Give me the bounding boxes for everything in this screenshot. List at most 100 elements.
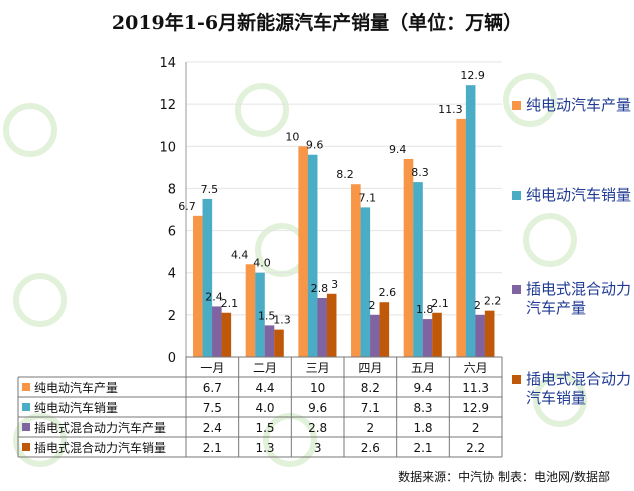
legend-item: 插电式混合动力汽车产量 (512, 280, 634, 318)
category-label: 五月 (411, 361, 435, 375)
y-tick-label: 8 (168, 182, 176, 197)
table-cell: 1.5 (255, 421, 274, 435)
legend-swatch (512, 191, 521, 200)
table-row-label: 插电式混合动力汽车销量 (34, 440, 166, 455)
data-label: 2.2 (484, 295, 502, 308)
y-tick-label: 6 (168, 225, 176, 240)
legend-label: 纯电动汽车销量 (526, 186, 632, 204)
legend-label: 插电式混合动力汽车销量 (526, 370, 632, 407)
watermark-logo (533, 373, 587, 427)
source-footer: 数据来源：中汽协 制表：电池网/数据部 (398, 470, 610, 484)
data-label: 1.3 (273, 314, 291, 327)
data-label: 8.3 (411, 166, 429, 179)
data-label: 8.2 (336, 168, 354, 181)
table-cell: 12.9 (462, 401, 489, 415)
bar-4 (379, 302, 390, 357)
bar-4 (326, 293, 337, 357)
data-label: 2 (474, 299, 481, 312)
data-label: 4.0 (253, 257, 271, 270)
chart-title: 2019年1-6月新能源汽车产销量（单位：万辆） (111, 12, 523, 34)
bar-2 (255, 272, 265, 357)
table-cell: 2.2 (466, 441, 485, 455)
bar-1 (403, 158, 414, 357)
table-cell: 1.8 (413, 421, 432, 435)
category-label: 二月 (253, 361, 277, 375)
bar-2 (413, 182, 423, 357)
table-cell: 2 (367, 421, 375, 435)
table-cell: 8.2 (361, 381, 380, 395)
legend-item: 插电式混合动力汽车销量 (512, 370, 634, 408)
bar-1 (193, 215, 203, 357)
legend-item: 纯电动汽车产量 (512, 96, 634, 115)
table-cell: 4.4 (255, 381, 274, 395)
bar-4 (221, 312, 232, 357)
data-label: 2 (369, 299, 376, 312)
table-row-label: 插电式混合动力汽车产量 (34, 420, 166, 435)
watermark-logo (523, 213, 577, 267)
data-label: 10 (285, 130, 299, 143)
legend-swatch (512, 101, 521, 110)
watermark-logo (235, 83, 289, 137)
watermark-logo (13, 413, 67, 467)
table-cell: 2.1 (203, 441, 222, 455)
y-tick-label: 14 (159, 56, 176, 71)
table-cell: 8.3 (413, 401, 432, 415)
y-tick-label: 12 (159, 98, 176, 113)
category-label: 三月 (306, 361, 330, 375)
bar-4 (274, 329, 284, 357)
category-label: 四月 (358, 361, 382, 375)
watermark-logo (13, 273, 67, 327)
data-label: 11.3 (438, 103, 463, 116)
data-label: 2.8 (311, 282, 329, 295)
legend-item: 纯电动汽车销量 (512, 186, 634, 205)
table-cell: 7.5 (203, 401, 222, 415)
bar-1 (456, 118, 466, 358)
legend-label: 插电式混合动力汽车产量 (526, 280, 632, 317)
data-label: 7.5 (201, 183, 219, 196)
y-tick-label: 2 (168, 309, 176, 324)
table-cell: 7.1 (361, 401, 380, 415)
data-label: 12.9 (460, 69, 485, 82)
data-label: 2.1 (221, 297, 239, 310)
data-label: 1.5 (258, 309, 276, 322)
bar-3 (212, 306, 222, 357)
data-label: 6.7 (178, 200, 196, 213)
table-cell: 2.6 (361, 441, 380, 455)
bar-2 (360, 207, 371, 357)
bar-4 (484, 310, 495, 357)
table-cell: 2 (472, 421, 480, 435)
data-label: 3 (331, 278, 338, 291)
data-label: 2.1 (431, 297, 449, 310)
bar-3 (264, 325, 275, 357)
watermark-logo (503, 73, 557, 127)
y-tick-label: 0 (168, 351, 176, 366)
data-label: 2.4 (205, 290, 223, 303)
bar-3 (317, 298, 327, 357)
table-legend-key (22, 443, 30, 451)
legend-swatch (512, 375, 521, 384)
data-label: 1.8 (416, 303, 434, 316)
table-cell: 9.6 (308, 401, 327, 415)
table-cell: 4.0 (255, 401, 274, 415)
bar-2 (465, 85, 476, 357)
table-cell: 6.7 (203, 381, 222, 395)
table-cell: 2.1 (413, 441, 432, 455)
data-label: 7.1 (359, 191, 377, 204)
bar-1 (245, 264, 256, 357)
table-row-label: 纯电动汽车产量 (34, 380, 118, 395)
table-legend-key (22, 383, 30, 391)
watermark-logo (263, 413, 317, 467)
data-label: 9.6 (306, 139, 324, 152)
table-cell: 10 (310, 381, 325, 395)
bar-2 (307, 154, 318, 357)
table-row-label: 纯电动汽车销量 (34, 400, 118, 415)
y-tick-label: 10 (159, 140, 176, 155)
legend-swatch (512, 285, 521, 294)
bar-2 (202, 198, 213, 357)
legend-label: 纯电动汽车产量 (526, 96, 632, 114)
table-cell: 9.4 (413, 381, 432, 395)
data-label: 2.6 (379, 286, 397, 299)
data-label: 9.4 (389, 143, 407, 156)
